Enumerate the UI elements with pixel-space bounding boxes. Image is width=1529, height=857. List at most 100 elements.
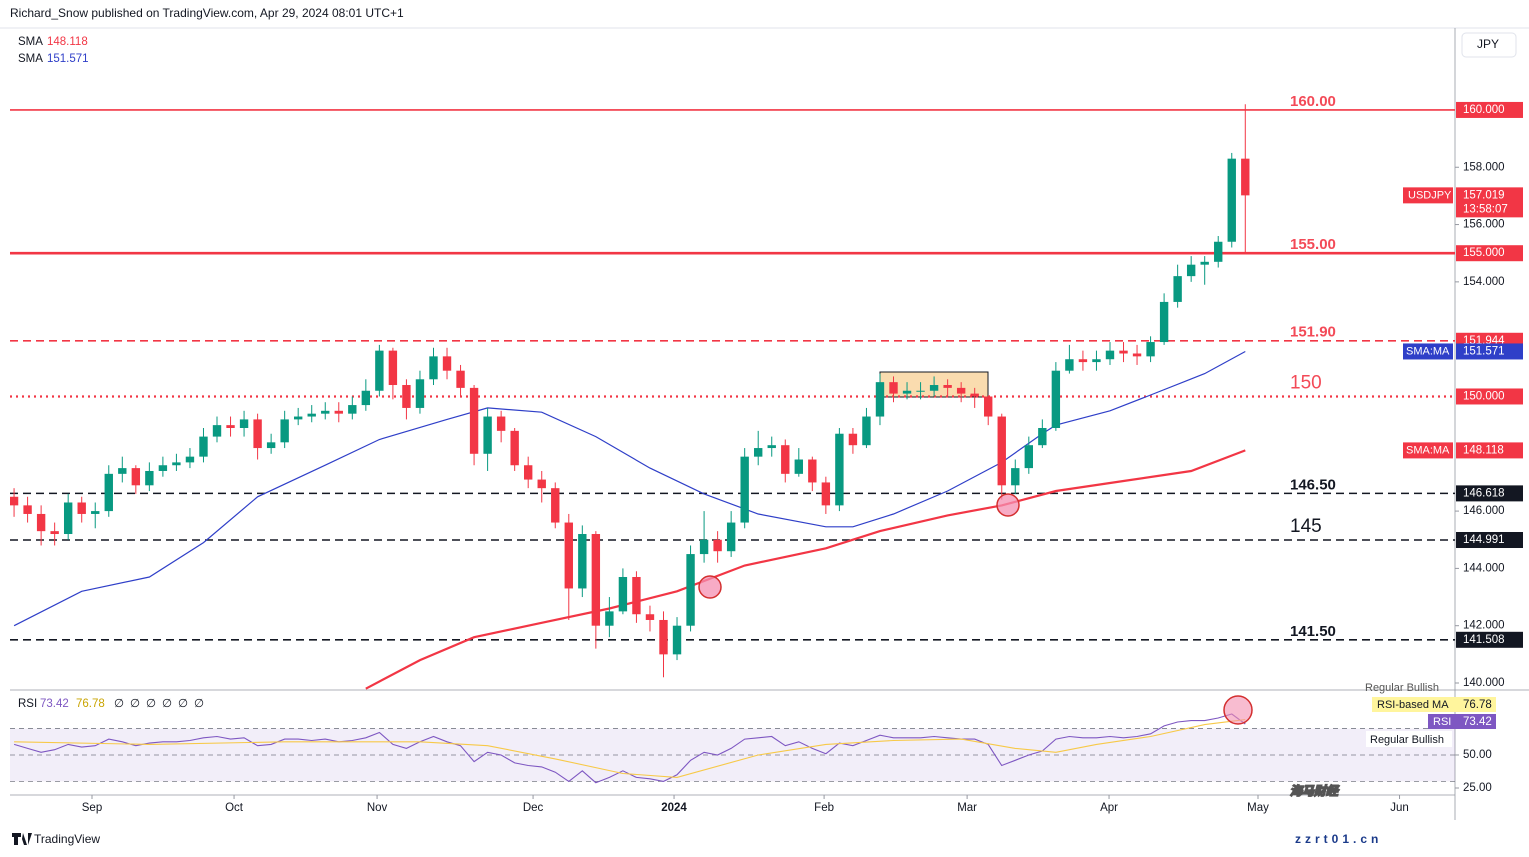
candle-body <box>970 393 979 397</box>
candle-body <box>1241 158 1250 196</box>
rsi-ma-badge-value: 76.78 <box>1463 699 1492 711</box>
legend-name: SMA <box>18 36 43 48</box>
legend-extra: ∅ <box>130 698 140 710</box>
candle-body <box>591 534 601 626</box>
price-badge <box>1456 532 1523 549</box>
candle-body <box>496 416 506 431</box>
price-badge-label: 150.000 <box>1463 391 1505 403</box>
y-tick-label: 156.000 <box>1463 219 1505 231</box>
legend-value: 148.118 <box>47 36 88 48</box>
candle-body <box>469 387 479 454</box>
price-badge-label: 155.000 <box>1463 247 1505 259</box>
candle-body <box>334 410 343 414</box>
candle-body <box>551 488 560 523</box>
candle-body <box>808 459 817 483</box>
level-label: 155.00 <box>1290 236 1336 253</box>
price-badge <box>1456 442 1523 459</box>
countdown: 13:58:07 <box>1463 203 1508 215</box>
y-tick-label: 158.000 <box>1463 161 1505 173</box>
legend-extra: ∅ <box>146 698 156 710</box>
candle-body <box>605 611 614 626</box>
rsi-pane <box>10 713 1455 784</box>
legend-value: 151.571 <box>47 53 89 65</box>
watermark: 海马财经 <box>1290 784 1340 798</box>
candle-body <box>794 459 803 474</box>
candle-body <box>199 436 208 457</box>
price-badge <box>1456 631 1523 648</box>
main-pane <box>10 104 1455 690</box>
axes: 160.00 155.00 151.90 150 146.50 145 141.50 140.… <box>18 36 1523 814</box>
level-label: 151.90 <box>1290 324 1336 341</box>
candle-body <box>483 416 492 454</box>
candle-body <box>1173 276 1182 302</box>
candle-body <box>713 539 722 552</box>
candle-body <box>375 350 384 391</box>
candle-body <box>131 468 141 486</box>
price-badge-label: 148.118 <box>1463 444 1504 456</box>
y-tick-label: 140.000 <box>1463 677 1505 689</box>
candle-body <box>618 576 628 612</box>
symbol-badge-label: USDJPY <box>1408 189 1452 201</box>
candle-body <box>1024 445 1034 469</box>
level-label: 146.50 <box>1290 476 1336 493</box>
candle-body <box>1038 427 1047 446</box>
candle-body <box>1078 359 1088 363</box>
candle-body <box>984 396 993 417</box>
rsi-badge-name: RSI <box>1433 716 1451 728</box>
candle-body <box>929 385 939 391</box>
candle-body <box>429 356 438 380</box>
price-badge <box>1456 343 1523 360</box>
attribution: Richard_Snow published on TradingView.co… <box>10 6 404 20</box>
candle-body <box>293 416 303 420</box>
currency-button[interactable] <box>1461 32 1517 58</box>
candle-body <box>645 614 655 620</box>
brand: TradingView <box>12 832 100 846</box>
x-tick-label: Jun <box>1390 802 1409 814</box>
currency-label[interactable]: JPY <box>1477 37 1499 51</box>
candle-body <box>537 479 546 489</box>
candle-body <box>916 390 925 392</box>
price-badge-label: 157.019 <box>1463 189 1505 201</box>
candle-body <box>36 513 46 532</box>
x-tick-label: 2024 <box>661 802 687 814</box>
candle-body <box>118 468 127 474</box>
level-label: 141.50 <box>1290 623 1336 640</box>
candle-body <box>997 416 1006 486</box>
x-tick-label: Oct <box>225 802 244 814</box>
candle-body <box>672 625 682 655</box>
candle-body <box>361 390 371 406</box>
highlight-circle <box>996 493 1020 517</box>
candle-body <box>943 385 952 388</box>
candle-body <box>266 442 276 449</box>
y-tick-label: 50.00 <box>1463 749 1492 761</box>
highlight-circle <box>1223 695 1253 725</box>
legend-extra: ∅ <box>162 698 172 710</box>
level-label: 160.00 <box>1290 93 1336 110</box>
candle-body <box>456 370 465 388</box>
candle-body <box>307 413 316 417</box>
candle-body <box>172 462 181 466</box>
series-line <box>365 449 1246 690</box>
candle-body <box>821 482 831 506</box>
highlight-circle <box>698 575 722 599</box>
y-tick-label: 154.000 <box>1463 276 1505 288</box>
candle-body <box>226 425 235 428</box>
level-label: 145 <box>1290 516 1322 537</box>
candle-body <box>1214 241 1223 262</box>
candle-body <box>956 387 966 394</box>
rsi-badge <box>1428 714 1496 729</box>
annotation-bg <box>1366 731 1452 747</box>
candle-body <box>415 379 425 408</box>
candle-body <box>1186 264 1196 277</box>
highlights <box>698 493 1253 725</box>
candle-body <box>10 496 19 506</box>
candle-body <box>1119 350 1128 354</box>
candle-body <box>91 511 100 514</box>
candle-body <box>889 382 898 394</box>
annotation: Regular Bullish <box>1365 682 1439 694</box>
candle-body <box>63 502 73 535</box>
price-badge-label: 151.571 <box>1463 345 1505 357</box>
candle-body <box>185 456 195 463</box>
legend-name: SMA <box>18 53 43 65</box>
level-label: 150 <box>1290 372 1322 393</box>
